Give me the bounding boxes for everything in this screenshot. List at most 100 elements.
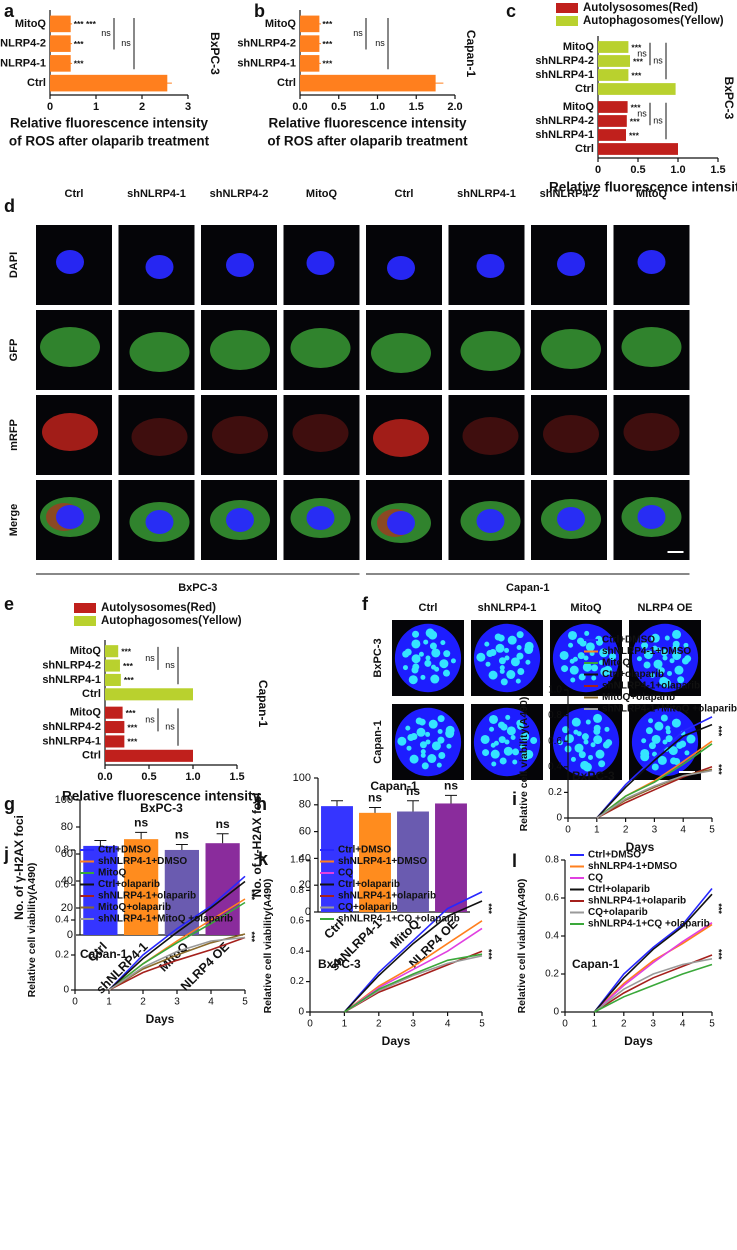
legend-label: Ctrl+DMSO bbox=[338, 845, 391, 856]
bar bbox=[397, 811, 429, 912]
y-tick-label: 0.2 bbox=[548, 787, 562, 798]
cell-body bbox=[373, 419, 429, 457]
focus bbox=[490, 749, 500, 759]
bracket-label: ns bbox=[145, 653, 155, 663]
y-tick-label: 0.8 bbox=[548, 710, 562, 721]
bracket-label: ns bbox=[375, 38, 385, 48]
x-tick-label: 2 bbox=[623, 825, 629, 836]
panel-label: l bbox=[512, 851, 517, 871]
y-tick-label: 0.4 bbox=[55, 915, 69, 926]
chart-title: Capan-1 bbox=[370, 779, 418, 793]
focus bbox=[450, 658, 456, 664]
focus bbox=[425, 731, 431, 737]
focus bbox=[408, 675, 418, 685]
focus bbox=[604, 726, 610, 732]
significance: *** bbox=[484, 949, 494, 960]
focus bbox=[495, 643, 505, 653]
bracket-label: ns bbox=[353, 28, 363, 38]
bracket-label: ns bbox=[653, 115, 663, 125]
y-axis-label: No. of γ-H2AX foci bbox=[12, 815, 26, 920]
focus bbox=[525, 659, 531, 665]
x-axis-label: Days bbox=[624, 1034, 653, 1048]
category-label: Ctrl bbox=[575, 143, 594, 155]
line bbox=[596, 769, 713, 819]
significance: *** bbox=[74, 59, 85, 69]
category-label: MitoQ bbox=[70, 645, 102, 657]
legend-label: MitoQ bbox=[602, 658, 631, 669]
legend-label: shNLRP4-1+DMSO bbox=[98, 856, 187, 867]
focus bbox=[574, 743, 584, 753]
focus bbox=[431, 664, 437, 670]
significance: *** bbox=[714, 764, 724, 775]
focus bbox=[480, 734, 490, 744]
category-label: MitoQ bbox=[563, 101, 595, 113]
error-bar bbox=[216, 833, 229, 844]
focus bbox=[512, 759, 518, 765]
significance: *** bbox=[126, 708, 137, 718]
focus bbox=[516, 644, 522, 650]
significance: *** bbox=[633, 56, 644, 66]
significance: ns bbox=[216, 817, 230, 831]
side-label: Capan-1 bbox=[464, 30, 478, 78]
column-label: Ctrl bbox=[395, 188, 414, 200]
focus bbox=[410, 732, 418, 740]
error-bar bbox=[445, 794, 457, 804]
nucleus bbox=[387, 511, 415, 535]
y-tick-label: 100 bbox=[293, 772, 311, 784]
category-label: shNLRP4-1 bbox=[535, 69, 594, 81]
focus bbox=[436, 762, 442, 768]
focus bbox=[485, 661, 491, 667]
category-label: shNLRP4-2 bbox=[42, 721, 101, 733]
nucleus bbox=[557, 252, 585, 276]
x-tick-label: 4 bbox=[445, 1019, 451, 1030]
focus bbox=[516, 652, 524, 660]
significance: *** bbox=[631, 102, 642, 112]
line bbox=[593, 923, 713, 1013]
significance: *** bbox=[121, 646, 132, 656]
panel-label: i bbox=[512, 789, 517, 809]
error-bar bbox=[369, 806, 381, 813]
y-tick-label: 0.4 bbox=[290, 946, 304, 957]
focus bbox=[655, 647, 661, 653]
line bbox=[343, 920, 483, 1013]
category-label: shNLRP4-2 bbox=[42, 659, 101, 671]
nucleus bbox=[557, 507, 585, 531]
error-bar bbox=[331, 800, 343, 807]
focus bbox=[406, 745, 412, 751]
focus bbox=[412, 630, 420, 638]
focus bbox=[559, 650, 569, 660]
category-label: Ctrl bbox=[575, 83, 594, 95]
panel-label: g bbox=[4, 794, 15, 814]
x-tick-label: 4 bbox=[680, 1019, 686, 1030]
category-label: shNLRP4-1 bbox=[42, 735, 101, 747]
focus bbox=[419, 741, 427, 749]
micrograph bbox=[613, 395, 690, 475]
x-tick-label: 1 bbox=[106, 997, 112, 1008]
significance: *** bbox=[247, 890, 257, 901]
legend-label: MitoQ+olaparib bbox=[98, 902, 171, 913]
focus bbox=[665, 729, 671, 735]
significance: *** *** bbox=[74, 19, 97, 29]
category-label: Ctrl bbox=[27, 77, 46, 89]
focus bbox=[662, 739, 668, 745]
focus bbox=[600, 667, 610, 677]
bar bbox=[50, 35, 71, 52]
panel-label: f bbox=[362, 594, 369, 614]
bar bbox=[105, 706, 123, 719]
x-tick-label: 1 bbox=[594, 825, 600, 836]
x-tick-label: 5 bbox=[479, 1019, 485, 1030]
focus bbox=[576, 731, 582, 737]
focus bbox=[425, 655, 431, 661]
bracket-label: ns bbox=[653, 55, 663, 65]
focus bbox=[672, 643, 680, 651]
focus bbox=[684, 750, 690, 756]
focus bbox=[593, 735, 603, 745]
focus bbox=[571, 717, 581, 727]
focus bbox=[657, 755, 667, 765]
category-label: MitoQ bbox=[15, 18, 47, 30]
category-label: shNLRP4-2 bbox=[237, 38, 296, 50]
focus bbox=[506, 726, 516, 736]
panel-label: e bbox=[4, 594, 14, 614]
bracket-label: ns bbox=[145, 714, 155, 724]
bar bbox=[321, 806, 353, 912]
